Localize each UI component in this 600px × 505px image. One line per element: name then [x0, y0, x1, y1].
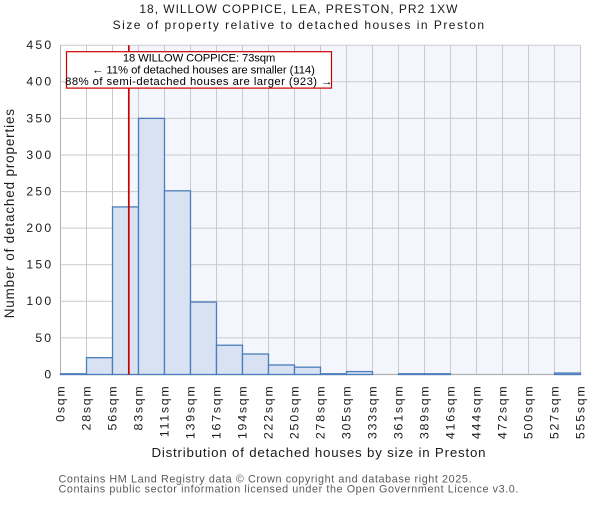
- svg-text:111sqm: 111sqm: [157, 385, 171, 438]
- svg-text:250sqm: 250sqm: [287, 385, 301, 440]
- svg-text:250: 250: [26, 185, 53, 199]
- svg-text:555sqm: 555sqm: [573, 385, 587, 440]
- svg-text:Contains HM Land Registry data: Contains HM Land Registry data © Crown c…: [59, 473, 473, 485]
- svg-text:83sqm: 83sqm: [131, 385, 145, 431]
- svg-text:Contains public sector informa: Contains public sector information licen…: [59, 483, 519, 495]
- svg-text:28sqm: 28sqm: [79, 385, 93, 431]
- svg-text:← 11% of detached houses are s: ← 11% of detached houses are smaller (11…: [92, 64, 315, 76]
- svg-text:167sqm: 167sqm: [209, 385, 223, 440]
- svg-text:200: 200: [26, 221, 53, 235]
- svg-text:Number of detached properties: Number of detached properties: [2, 108, 17, 318]
- svg-text:50: 50: [35, 331, 53, 345]
- svg-text:416sqm: 416sqm: [443, 385, 457, 440]
- svg-text:500sqm: 500sqm: [521, 385, 535, 440]
- svg-text:444sqm: 444sqm: [469, 385, 483, 440]
- svg-text:389sqm: 389sqm: [417, 385, 431, 440]
- svg-text:472sqm: 472sqm: [495, 385, 509, 440]
- svg-text:88% of semi-detached houses ar: 88% of semi-detached houses are larger (…: [65, 76, 333, 88]
- svg-text:100: 100: [26, 294, 53, 308]
- svg-text:0: 0: [44, 367, 53, 381]
- svg-text:278sqm: 278sqm: [313, 385, 327, 440]
- svg-text:56sqm: 56sqm: [105, 385, 119, 431]
- svg-text:350: 350: [26, 111, 53, 125]
- svg-text:150: 150: [26, 258, 53, 272]
- svg-text:139sqm: 139sqm: [183, 385, 197, 440]
- svg-text:194sqm: 194sqm: [235, 385, 249, 440]
- svg-text:333sqm: 333sqm: [365, 385, 379, 440]
- svg-text:300: 300: [26, 148, 53, 162]
- svg-text:Distribution of detached house: Distribution of detached houses by size …: [151, 445, 486, 460]
- svg-text:18, WILLOW COPPICE, LEA, PREST: 18, WILLOW COPPICE, LEA, PRESTON, PR2 1X…: [139, 2, 458, 16]
- svg-text:400: 400: [26, 75, 53, 89]
- svg-text:361sqm: 361sqm: [391, 385, 405, 440]
- svg-text:Size of property relative to d: Size of property relative to detached ho…: [113, 18, 486, 32]
- svg-text:222sqm: 222sqm: [261, 385, 275, 440]
- svg-text:305sqm: 305sqm: [339, 385, 353, 440]
- svg-text:527sqm: 527sqm: [547, 385, 561, 440]
- svg-text:450: 450: [26, 38, 53, 52]
- svg-text:0sqm: 0sqm: [53, 385, 67, 422]
- svg-text:18 WILLOW COPPICE: 73sqm: 18 WILLOW COPPICE: 73sqm: [123, 52, 275, 64]
